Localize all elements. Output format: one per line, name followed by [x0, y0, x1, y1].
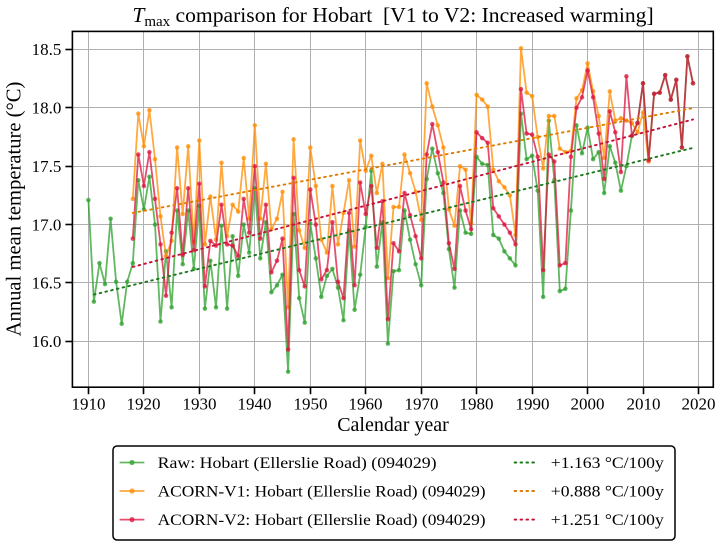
svg-text:17.5: 17.5	[32, 157, 62, 176]
svg-text:+0.888 °C/100y: +0.888 °C/100y	[551, 484, 664, 501]
svg-text:1920: 1920	[127, 394, 161, 413]
svg-text:Raw: Hobart (Ellerslie Road) (: Raw: Hobart (Ellerslie Road) (094029)	[158, 455, 437, 472]
svg-text:+1.251 °C/100y: +1.251 °C/100y	[551, 512, 664, 529]
svg-text:1930: 1930	[183, 394, 217, 413]
svg-text:2020: 2020	[682, 394, 716, 413]
svg-text:Annual mean temperature (°C): Annual mean temperature (°C)	[3, 82, 25, 337]
svg-text:1940: 1940	[238, 394, 272, 413]
svg-text:16.0: 16.0	[32, 332, 62, 351]
svg-text:1950: 1950	[294, 394, 328, 413]
svg-text:Calendar year: Calendar year	[337, 414, 449, 436]
svg-text:1990: 1990	[516, 394, 550, 413]
svg-text:18.5: 18.5	[32, 40, 62, 59]
svg-text:ACORN-V1: Hobart (Ellerslie Ro: ACORN-V1: Hobart (Ellerslie Road) (09402…	[158, 484, 486, 501]
svg-text:1970: 1970	[405, 394, 439, 413]
svg-text:18.0: 18.0	[32, 99, 62, 118]
svg-text:1980: 1980	[460, 394, 494, 413]
svg-text:+1.163 °C/100y: +1.163 °C/100y	[551, 455, 664, 472]
svg-text:17.0: 17.0	[32, 215, 62, 234]
svg-text:2010: 2010	[627, 394, 661, 413]
svg-text:2000: 2000	[571, 394, 605, 413]
svg-text:Tmax comparison for Hobart [V: Tmax comparison for Hobart [V1 to V2: In…	[132, 3, 653, 30]
svg-text:1960: 1960	[349, 394, 383, 413]
svg-text:1910: 1910	[72, 394, 106, 413]
svg-text:16.5: 16.5	[32, 274, 62, 293]
svg-text:ACORN-V2: Hobart (Ellerslie Ro: ACORN-V2: Hobart (Ellerslie Road) (09402…	[158, 512, 486, 529]
